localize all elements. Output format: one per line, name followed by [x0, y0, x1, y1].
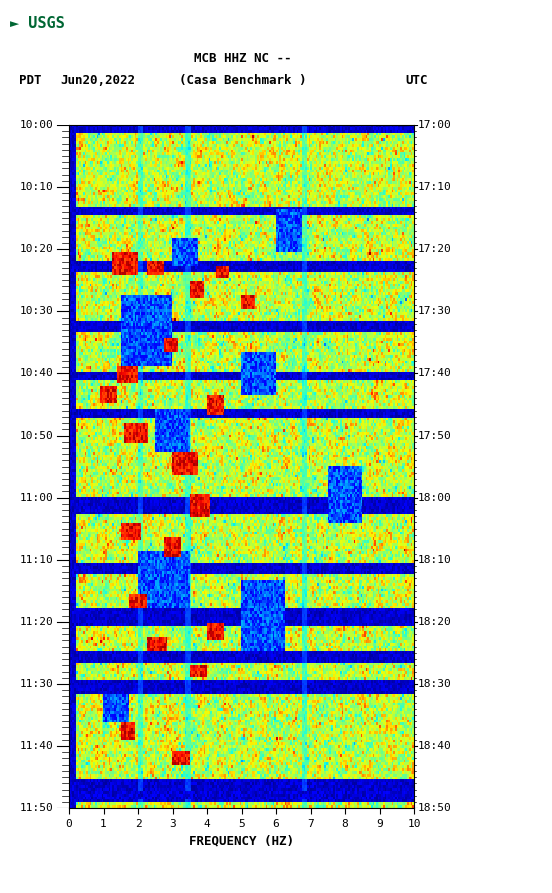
Text: 10:00: 10:00	[20, 120, 54, 130]
Text: 18:30: 18:30	[418, 679, 452, 689]
Text: 11:50: 11:50	[20, 803, 54, 814]
Text: (Casa Benchmark ): (Casa Benchmark )	[179, 74, 306, 87]
Text: 10:50: 10:50	[20, 430, 54, 440]
Text: 18:50: 18:50	[418, 803, 452, 814]
Text: 17:10: 17:10	[418, 182, 452, 192]
Text: 17:30: 17:30	[418, 306, 452, 316]
Text: 10:20: 10:20	[20, 244, 54, 255]
Text: 17:50: 17:50	[418, 430, 452, 440]
Text: UTC: UTC	[406, 74, 428, 87]
Text: 17:20: 17:20	[418, 244, 452, 255]
X-axis label: FREQUENCY (HZ): FREQUENCY (HZ)	[189, 834, 294, 847]
Text: 11:20: 11:20	[20, 617, 54, 627]
Text: 17:40: 17:40	[418, 369, 452, 379]
Text: 11:40: 11:40	[20, 741, 54, 751]
Text: 10:30: 10:30	[20, 306, 54, 316]
Text: PDT: PDT	[19, 74, 42, 87]
Text: 10:10: 10:10	[20, 182, 54, 192]
Text: 11:30: 11:30	[20, 679, 54, 689]
Text: Jun20,2022: Jun20,2022	[61, 74, 136, 87]
Text: MCB HHZ NC --: MCB HHZ NC --	[194, 52, 291, 64]
Text: 10:40: 10:40	[20, 369, 54, 379]
Text: 17:00: 17:00	[418, 120, 452, 130]
Text: ► USGS: ► USGS	[10, 16, 65, 31]
Text: 18:10: 18:10	[418, 555, 452, 564]
Text: 18:40: 18:40	[418, 741, 452, 751]
Text: 11:00: 11:00	[20, 493, 54, 503]
Text: 11:10: 11:10	[20, 555, 54, 564]
Text: 18:00: 18:00	[418, 493, 452, 503]
Text: 18:20: 18:20	[418, 617, 452, 627]
